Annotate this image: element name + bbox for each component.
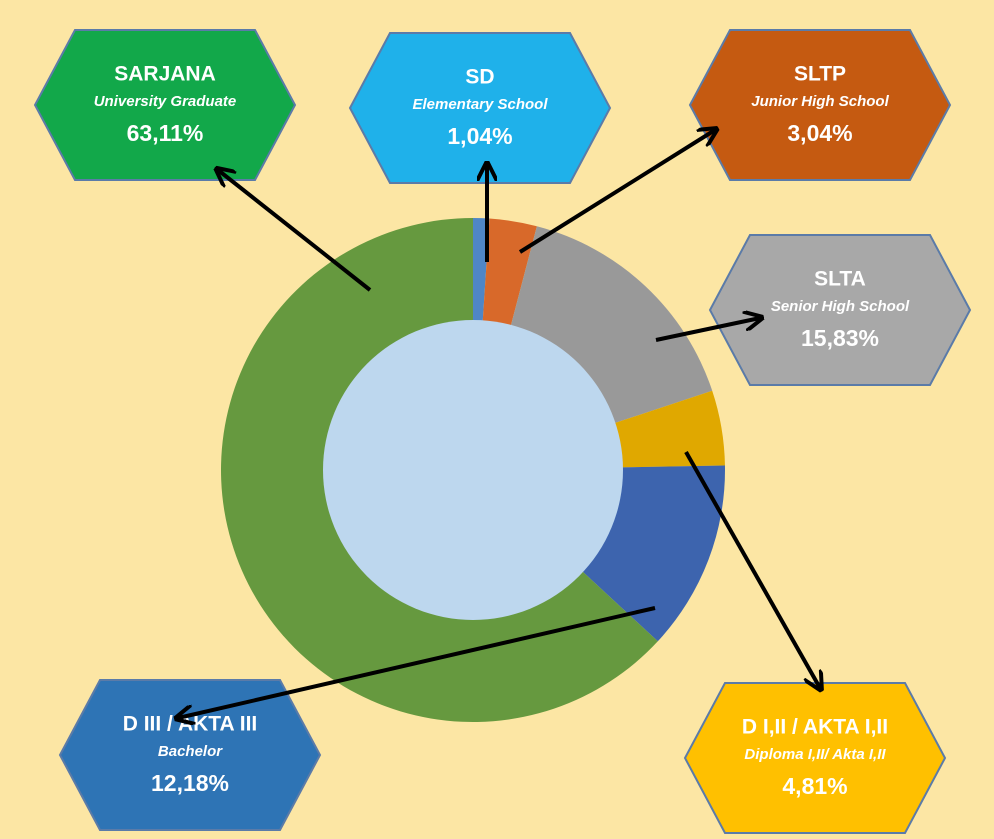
subtitle-label: University Graduate — [94, 93, 237, 110]
label-group: SD Elementary School 1,04% — [350, 33, 610, 183]
category-label: SLTA — [814, 268, 866, 291]
subtitle-label: Bachelor — [158, 743, 223, 760]
subtitle-label: Elementary School — [412, 96, 548, 113]
label-group: SLTP Junior High School 3,04% — [690, 30, 950, 180]
label-group: SARJANA University Graduate 63,11% — [35, 30, 295, 180]
label-group: SLTA Senior High School 15,83% — [710, 235, 970, 385]
category-label: SLTP — [794, 63, 846, 86]
label-group: D I,II / AKTA I,II Diploma I,II/ Akta I,I… — [685, 683, 945, 833]
value-label: 3,04% — [787, 120, 852, 146]
category-label: D I,II / AKTA I,II — [742, 716, 888, 739]
value-label: 15,83% — [801, 325, 879, 351]
value-label: 4,81% — [782, 773, 847, 799]
infographic: SD Elementary School 1,04% SLTP Junior High … — [0, 0, 994, 839]
value-label: 12,18% — [151, 770, 229, 796]
subtitle-label: Junior High School — [751, 93, 889, 110]
value-label: 1,04% — [447, 123, 512, 149]
arrow — [218, 170, 370, 290]
value-label: 63,11% — [127, 120, 204, 146]
subtitle-label: Diploma I,II/ Akta I,II — [744, 746, 886, 763]
donut-hole — [323, 320, 623, 620]
subtitle-label: Senior High School — [771, 298, 910, 315]
category-label: SARJANA — [114, 63, 216, 86]
arrow — [686, 452, 820, 688]
category-label: SD — [465, 66, 494, 89]
